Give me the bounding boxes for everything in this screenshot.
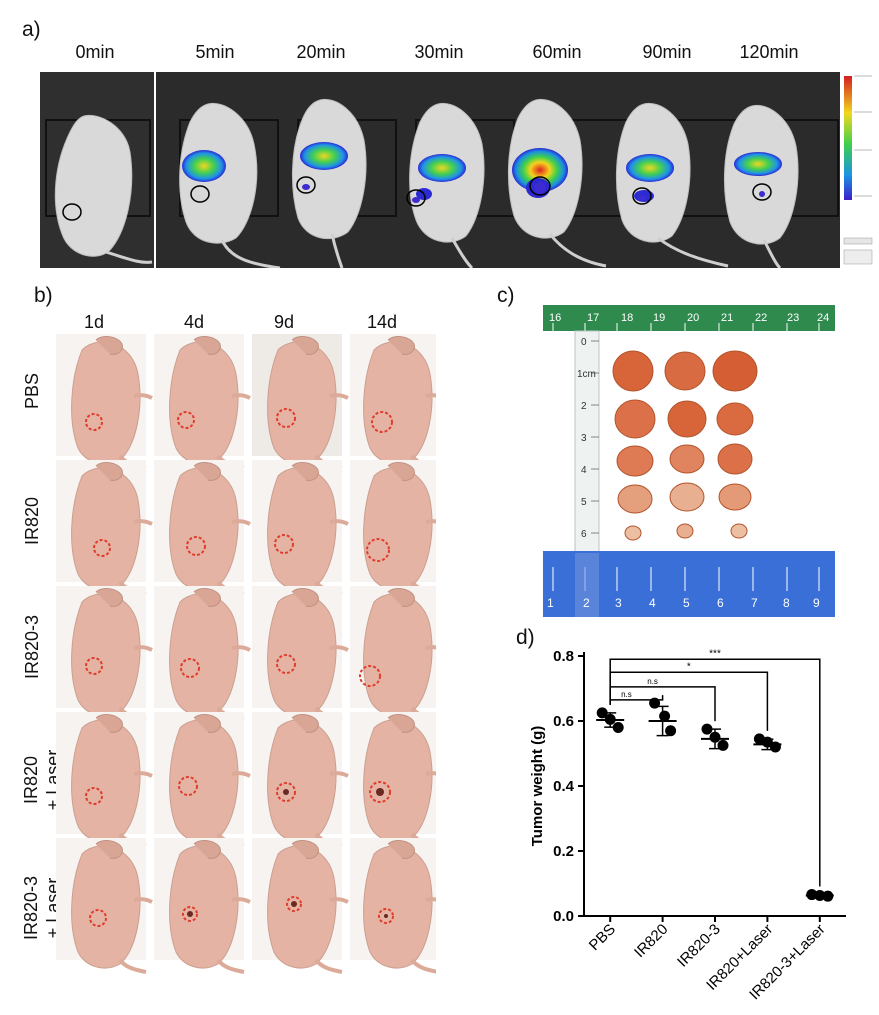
time-label-120: 120min (739, 42, 799, 62)
day-label-14: 14d (366, 312, 398, 332)
ruler-top-label: 21 (721, 312, 733, 324)
significance-label: n.s (647, 677, 658, 686)
ruler-bottom-label: 2 (583, 596, 590, 610)
data-point (604, 713, 616, 725)
ruler-top-label: 16 (549, 312, 561, 324)
data-point (612, 722, 624, 733)
ruler-bottom-label: 7 (751, 596, 758, 610)
ruler-top-label: 23 (787, 312, 799, 324)
mouse-row-ir820 (56, 460, 436, 596)
row-label-pbs: PBS (21, 331, 43, 451)
data-point (596, 707, 608, 719)
data-point (659, 710, 671, 722)
x-tick-label: IR820 (631, 921, 671, 961)
row-label-line: PBS (22, 372, 42, 410)
excised-tumor-photo: 16 17 18 19 20 21 22 23 24 0 1cm 2 3 4 5… (543, 305, 835, 617)
significance-label: n.s (621, 690, 632, 699)
panel-b-label: b) (34, 284, 53, 307)
x-tick-label: PBS (586, 921, 619, 954)
mouse-row-ir820-3-laser (56, 838, 436, 974)
row-label-ir820-3: IR820-3 (21, 587, 43, 707)
time-label-20: 20min (296, 42, 346, 62)
ruler-bottom-label: 4 (649, 596, 656, 610)
color-scale-bar (843, 75, 873, 265)
ruler-top-label: 17 (587, 312, 599, 324)
significance-bracket (609, 671, 769, 731)
ruler-top-label: 22 (755, 312, 767, 324)
data-point (761, 736, 773, 748)
ruler-side-label: 3 (581, 433, 587, 444)
row-label-line: IR820 (21, 755, 41, 805)
row-label-ir820: IR820 (21, 461, 43, 581)
mouse-row-pbs (56, 334, 436, 470)
ruler-top-label: 18 (621, 312, 633, 324)
time-label-90: 90min (642, 42, 692, 62)
ruler-side-label: 0 (581, 337, 587, 348)
significance-label: *** (709, 648, 721, 659)
panel-c-label: c) (497, 284, 515, 307)
ruler-side-label: 6 (581, 529, 587, 540)
y-tick-label: 0.6 (553, 713, 574, 730)
data-point (709, 731, 721, 743)
ruler-bottom-label: 8 (783, 596, 790, 610)
y-tick-label: 0.4 (553, 778, 575, 795)
ruler-bottom-label: 1 (547, 596, 554, 610)
ruler-top-label: 19 (653, 312, 665, 324)
significance-bracket (609, 658, 821, 887)
data-point (806, 889, 818, 901)
time-label-60: 60min (532, 42, 582, 62)
day-label-9: 9d (273, 312, 295, 332)
data-point (822, 890, 834, 902)
data-point (701, 723, 713, 735)
ruler-side-label: 1cm (577, 369, 596, 380)
y-tick-label: 0.8 (553, 648, 574, 665)
tumor-weight-chart: Tumor weight (g) 0.0 0.2 0.4 0.6 0.8 PBS IR82… (529, 648, 846, 1003)
time-labels-row: 0min 5min 20min 30min 60min 90min 120min (0, 42, 840, 72)
day-label-1: 1d (83, 312, 105, 332)
ruler-side-label: 4 (581, 465, 587, 476)
time-label-5: 5min (195, 42, 235, 62)
y-tick-label: 0.2 (553, 843, 574, 860)
x-tick-label: IR820-3 (674, 921, 724, 971)
row-label-line: IR820-3 (21, 875, 41, 941)
fluorescence-imaging-strip (40, 72, 840, 268)
row-label-line: IR820-3 (22, 614, 42, 680)
time-label-30: 30min (414, 42, 464, 62)
data-point (717, 739, 729, 751)
data-point (649, 697, 661, 709)
mouse-row-ir820-3 (56, 586, 436, 722)
significance-brackets: n.sn.s**** (609, 648, 821, 887)
ruler-bottom-label: 5 (683, 596, 690, 610)
day-label-4: 4d (183, 312, 205, 332)
data-point (665, 725, 677, 737)
ruler-side-label: 2 (581, 401, 587, 412)
y-tick-label: 0.0 (553, 908, 574, 925)
ruler-bottom-label: 6 (717, 596, 724, 610)
y-axis-label: Tumor weight (g) (529, 726, 546, 847)
time-label-0: 0min (75, 42, 115, 62)
ruler-bottom-label: 3 (615, 596, 622, 610)
row-label-line: IR820 (22, 496, 42, 546)
ruler-bottom-label: 9 (813, 596, 820, 610)
mouse-row-ir820-laser (56, 712, 436, 848)
data-point (814, 890, 826, 902)
y-ticks: 0.0 0.2 0.4 0.6 0.8 (553, 648, 584, 925)
data-marks (596, 697, 834, 902)
panel-a-label: a) (22, 18, 41, 41)
mouse-photo-grid (56, 334, 436, 974)
panel-d-label: d) (516, 626, 535, 649)
ruler-side-label: 5 (581, 497, 587, 508)
significance-label: * (687, 661, 691, 672)
ruler-top-label: 24 (817, 312, 829, 324)
data-point (769, 741, 781, 753)
ruler-top-label: 20 (687, 312, 699, 324)
